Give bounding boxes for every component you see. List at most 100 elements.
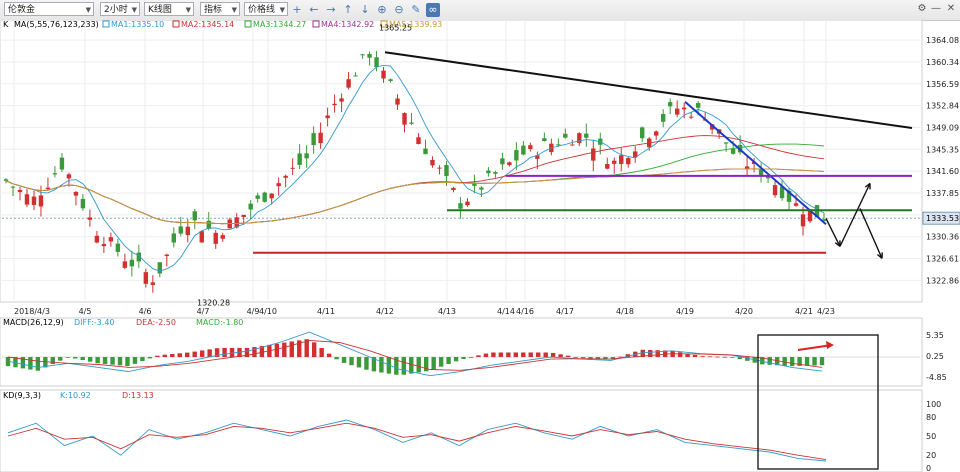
close-icon[interactable]: ✕: [946, 3, 956, 14]
y-axis-tick-label: 1364.08: [926, 36, 959, 45]
checkbox-icon[interactable]: [102, 20, 110, 28]
candle-body: [283, 175, 288, 178]
candle-body: [206, 220, 211, 229]
macd-bar: [185, 352, 190, 358]
macd-bar: [177, 353, 182, 358]
checkbox-icon[interactable]: [244, 20, 252, 28]
x-axis-label: 4/19: [676, 307, 694, 316]
candle-body: [136, 252, 142, 262]
pencil-icon[interactable]: ✎: [411, 3, 421, 16]
candle-body: [395, 98, 400, 105]
candle-body: [416, 137, 421, 145]
line-tool-select[interactable]: 价格线 ▼: [244, 2, 288, 16]
candle-body: [640, 127, 645, 139]
macd-bar: [297, 340, 302, 358]
macd-bar: [730, 357, 735, 358]
minimize-icon[interactable]: —: [931, 3, 941, 14]
macd-bar: [73, 357, 78, 359]
macd-bar: [50, 357, 56, 365]
checkbox-icon[interactable]: [380, 20, 388, 28]
macd-bar: [782, 357, 787, 366]
candle-body: [290, 167, 295, 169]
symbol-label: 伦敦金: [8, 5, 36, 15]
candle-body: [521, 145, 526, 155]
candle-body: [423, 148, 428, 155]
candle-body: [528, 145, 533, 150]
x-axis-label: 4/5: [79, 307, 92, 316]
candle-body: [374, 57, 379, 68]
candle-body: [157, 262, 163, 274]
candle-body: [248, 203, 253, 210]
period-select[interactable]: 2小时 ▼: [100, 2, 140, 16]
checkbox-icon[interactable]: [172, 20, 180, 28]
chart-kind-select[interactable]: K线图 ▼: [144, 2, 194, 16]
candle-body: [122, 261, 128, 268]
macd-bar: [282, 342, 287, 358]
candle-body: [31, 196, 37, 205]
checkbox-icon[interactable]: [312, 20, 320, 28]
chart-kind-label: K线图: [148, 5, 172, 15]
macd-bar: [259, 345, 265, 358]
x-axis-label: 4/23: [817, 307, 835, 316]
macd-bar: [110, 357, 115, 365]
y-axis-tick-label: 1345.35: [926, 145, 959, 154]
arrow-left-icon[interactable]: ←: [309, 3, 319, 16]
arrow-right-icon[interactable]: →: [326, 3, 336, 16]
kd-k-line: [7, 419, 827, 462]
x-axis-label: 4/18: [616, 307, 634, 316]
candle-body: [304, 153, 309, 159]
candle-body: [276, 183, 281, 187]
candle-body: [171, 233, 176, 243]
macd-bar: [819, 357, 825, 366]
macd-bar: [700, 356, 705, 358]
macd-bar: [341, 357, 347, 363]
candle-body: [241, 214, 246, 217]
kd-d-line: [7, 422, 827, 461]
macd-bar: [722, 356, 728, 358]
chevron-down-icon: ▼: [85, 6, 91, 14]
price-layer: 1365.25 1320.28: [2, 23, 922, 307]
macd-bar: [326, 353, 332, 358]
candle-body: [94, 235, 100, 243]
chevron-down-icon: ▼: [131, 6, 137, 14]
axis-layer: 2018/4/3 4/5 4/6 4/7 4/9 4/10 4/11 4/12 4/13 4/14…: [14, 36, 960, 472]
macd-bar: [65, 357, 70, 358]
macd-tick-label: -4.85: [926, 373, 947, 382]
zoom-out-icon[interactable]: ⊖: [394, 3, 404, 16]
candle-body: [437, 167, 442, 169]
macd-bar: [618, 356, 623, 358]
macd-bar: [349, 357, 354, 366]
candle-body: [800, 214, 806, 227]
chart-area[interactable]: K MA(5,55,76,123,233) MA1:1335.10 MA2:13…: [0, 20, 960, 472]
candle-body: [297, 153, 302, 165]
candle-body: [269, 193, 274, 199]
candle-body: [24, 194, 30, 205]
macd-bar: [789, 357, 795, 367]
symbol-select[interactable]: 伦敦金 ▼: [4, 2, 94, 16]
candle-body: [192, 211, 197, 221]
arrow-up-icon[interactable]: ↑: [343, 3, 353, 16]
candle-body: [674, 108, 680, 115]
macd-bar: [640, 349, 645, 358]
scenario-arrow-breakdown: [859, 208, 883, 259]
macd-bar: [431, 357, 436, 370]
x-axis-label: 4/16: [516, 307, 534, 316]
link-icon[interactable]: ∞: [426, 3, 440, 17]
scenario-arrow-up-head: [864, 182, 871, 190]
settings-icon[interactable]: ⚙: [917, 3, 927, 14]
macd-bar: [304, 339, 309, 358]
candle-body: [409, 122, 414, 124]
macd-bar: [199, 350, 205, 358]
macd-bar: [379, 357, 384, 373]
arrow-down-icon[interactable]: ↓: [360, 3, 370, 16]
macd-bar: [528, 352, 533, 358]
ma1-line: [5, 64, 825, 272]
crosshair-icon[interactable]: +: [292, 3, 302, 16]
macd-bar: [536, 352, 541, 358]
y-axis-tick-label: 1352.84: [926, 102, 959, 111]
zoom-in-icon[interactable]: ⊕: [377, 3, 387, 16]
indicator-select[interactable]: 指标 ▼: [200, 2, 240, 16]
kd-tick-label: 80: [926, 413, 936, 422]
candle-body: [213, 232, 218, 244]
macd-bar: [170, 353, 175, 358]
